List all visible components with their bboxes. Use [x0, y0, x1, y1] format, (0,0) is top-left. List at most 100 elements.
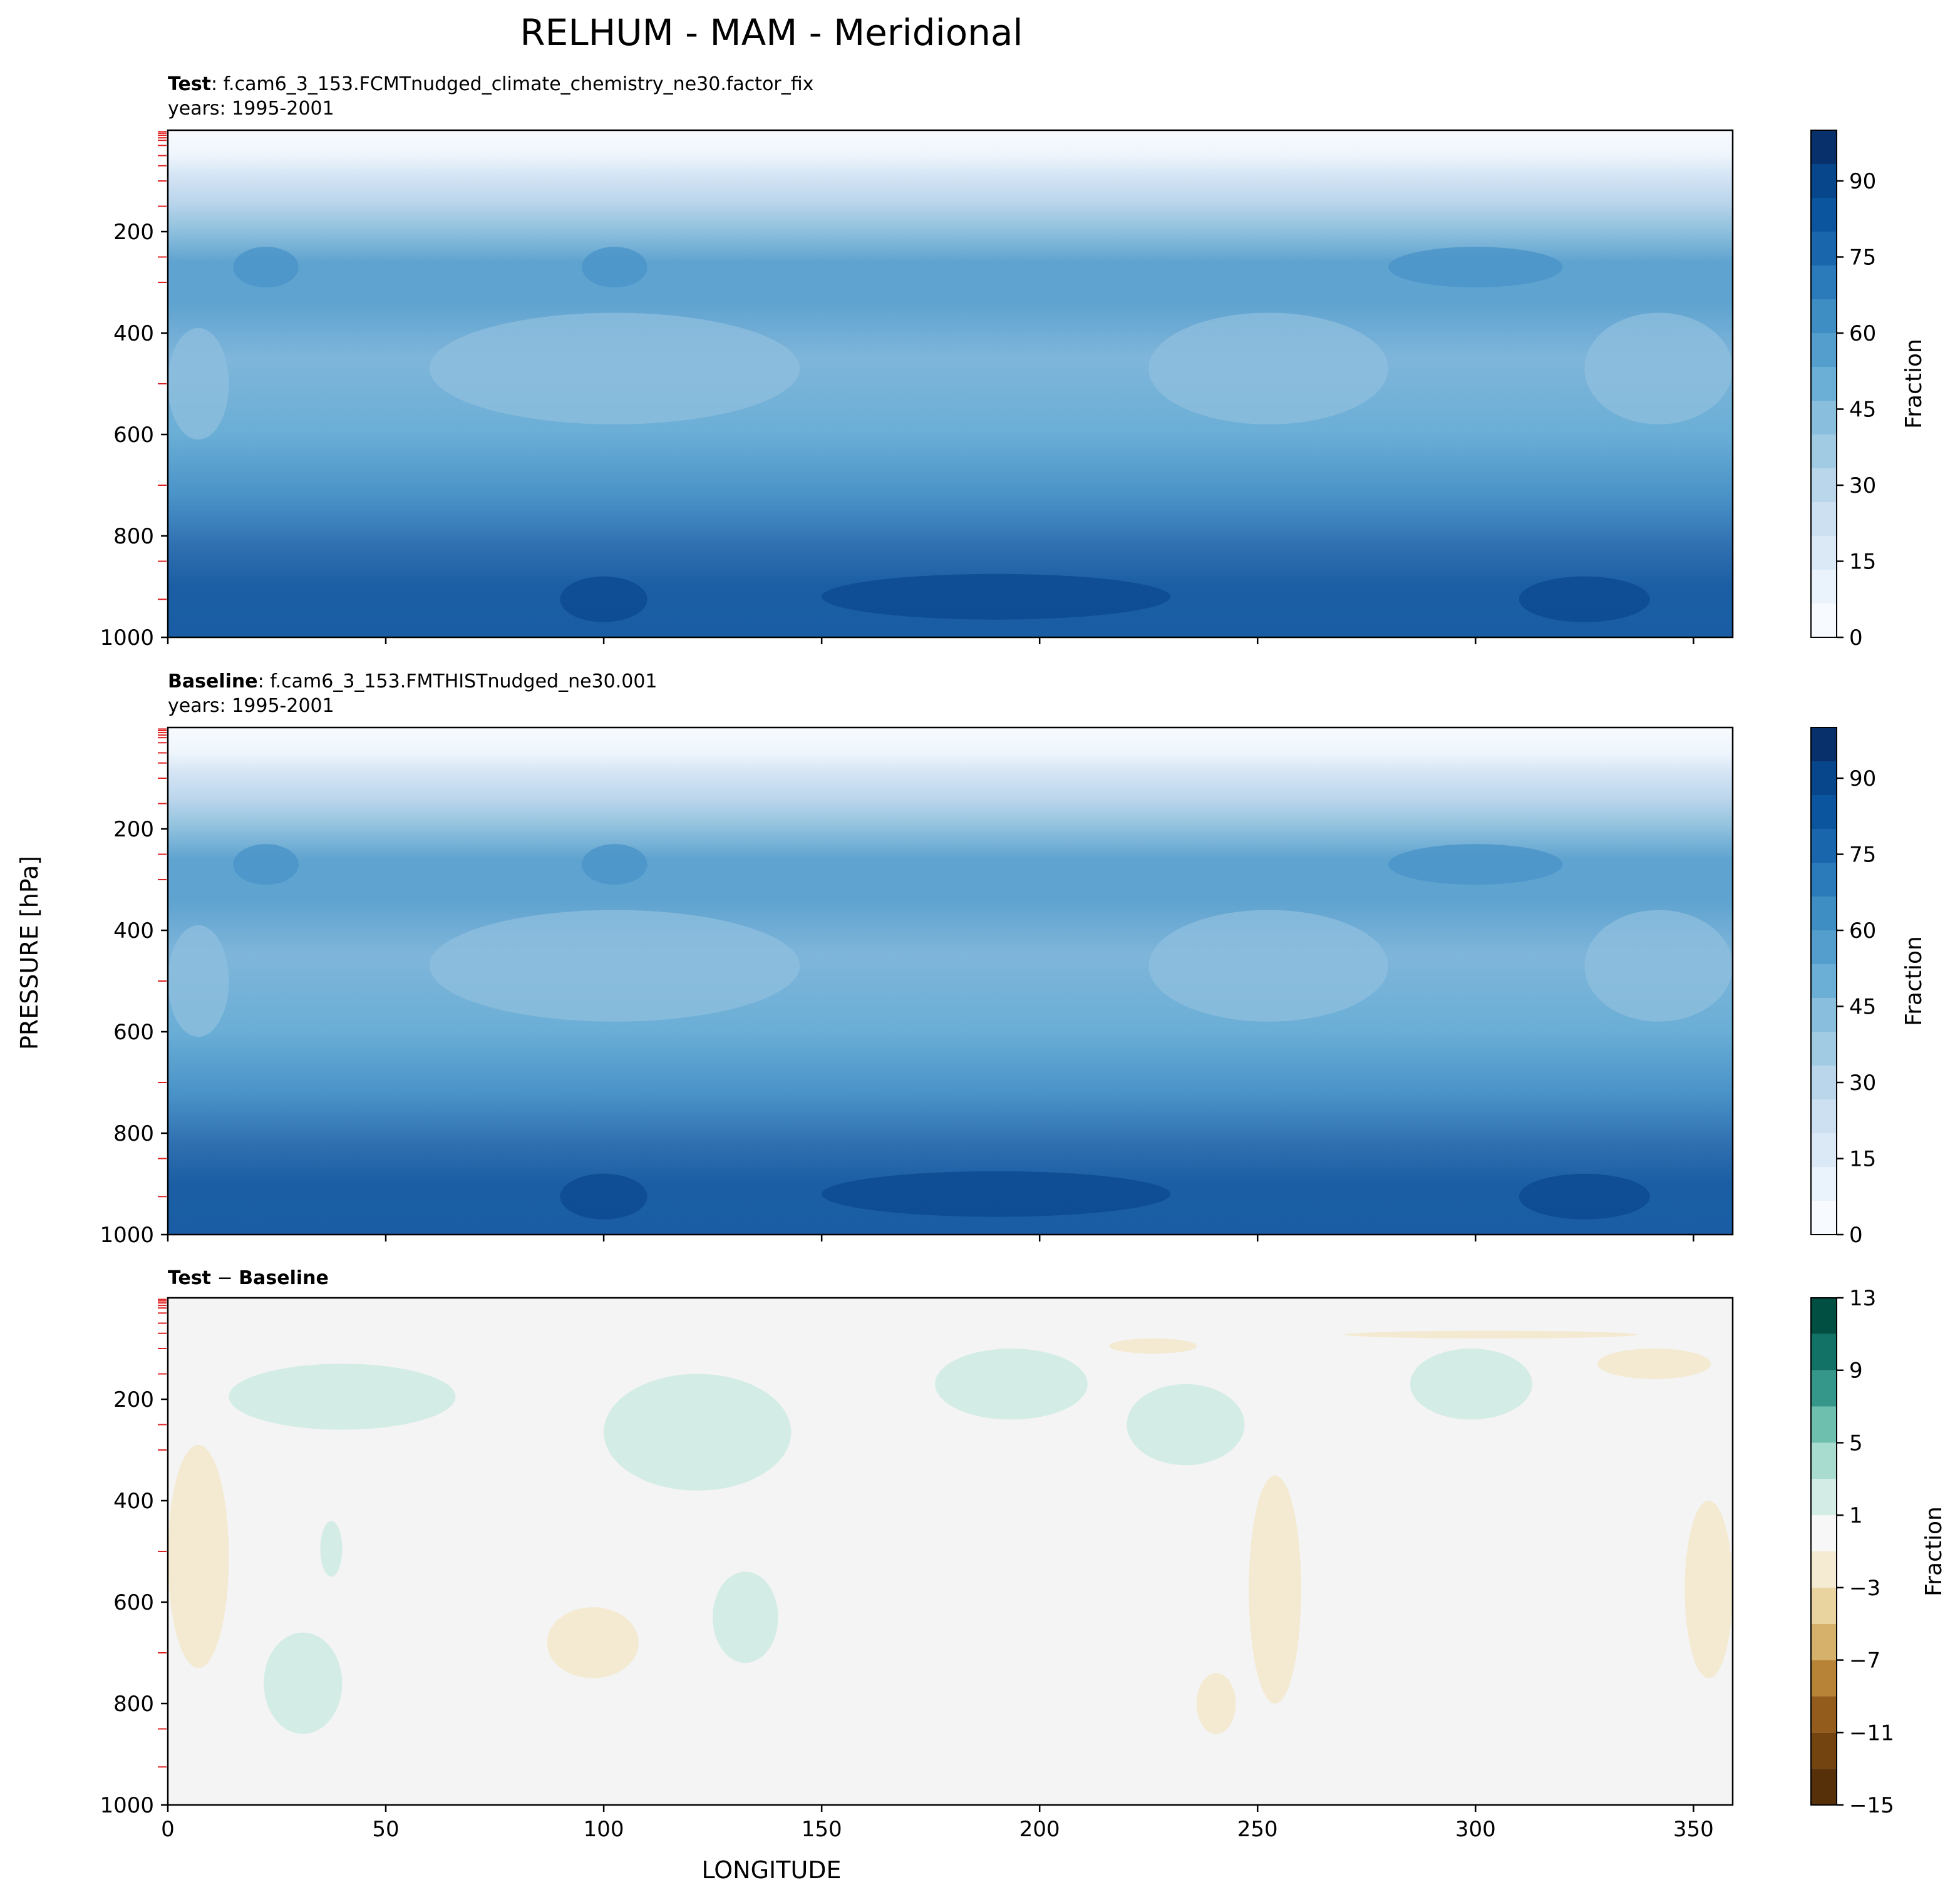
- colorbar-band: [1811, 1370, 1837, 1407]
- colorbar-difference: 13 9 5 1 −3 −7 −11 −15 Fraction: [1810, 1286, 1947, 1818]
- y-tick-label: 800: [113, 1692, 154, 1717]
- positive-difference-patch: [320, 1521, 343, 1577]
- contour-region-light: [429, 910, 800, 1022]
- panel-label-case: Baseline: [168, 671, 258, 692]
- colorbar-band: [1811, 829, 1837, 863]
- x-tick-label: 50: [372, 1817, 399, 1842]
- y-axis-label: PRESSURE [hPa]: [16, 856, 43, 1050]
- colorbar-tick-label: 45: [1849, 995, 1876, 1020]
- colorbar-tick-label: 1: [1849, 1503, 1863, 1528]
- contour-region-light: [1148, 312, 1389, 424]
- colorbar-band: [1811, 998, 1837, 1032]
- contour-region-mid: [582, 844, 647, 885]
- y-tick-label: 400: [113, 1489, 154, 1514]
- colorbar-band: [1811, 299, 1837, 333]
- panel-label: Baseline: f.cam6_3_153.FMTHISTnudged_ne3…: [168, 671, 658, 692]
- colorbar-tick-label: 75: [1849, 245, 1876, 270]
- y-tick-label: 200: [113, 220, 154, 245]
- contour-region-dark: [1519, 1173, 1650, 1220]
- contour-region-light: [1584, 312, 1733, 424]
- positive-difference-patch: [1410, 1349, 1532, 1420]
- colorbar-band: [1811, 1201, 1837, 1235]
- colorbar-band: [1811, 232, 1837, 265]
- negative-difference-patch: [1344, 1330, 1637, 1339]
- y-tick-label: 400: [113, 321, 154, 346]
- negative-difference-patch: [547, 1607, 639, 1678]
- colorbar-tick-label: 60: [1849, 321, 1876, 346]
- contour-region-dark: [560, 576, 647, 622]
- y-tick-label: 200: [113, 1387, 154, 1412]
- colorbar-band: [1811, 265, 1837, 299]
- colorbar-tick-label: 90: [1849, 766, 1876, 791]
- panel-label: Test − Baseline: [168, 1267, 329, 1289]
- colorbar-band: [1811, 1515, 1837, 1551]
- colorbar-band: [1811, 1660, 1837, 1697]
- negative-difference-patch: [1684, 1501, 1733, 1678]
- colorbar-band: [1811, 367, 1837, 401]
- contour-field: [168, 130, 1733, 637]
- panel-difference: Test − Baseline 0 50 100 150 200 250 300 350 200 4…: [100, 1267, 1947, 1842]
- panel-label-casename: : f.cam6_3_153.FCMTnudged_climate_chemis…: [211, 73, 813, 95]
- contour-region-light: [1148, 910, 1389, 1022]
- colorbar-tick-label: 15: [1849, 1147, 1876, 1172]
- colorbar-band: [1811, 434, 1837, 468]
- colorbar-tick-label: 15: [1849, 550, 1876, 575]
- colorbar-band: [1811, 1298, 1837, 1334]
- colorbar-band: [1811, 401, 1837, 434]
- colorbar-tick-label: 13: [1849, 1286, 1876, 1311]
- panel-test: Test: f.cam6_3_153.FCMTnudged_climate_ch…: [100, 73, 1927, 650]
- negative-difference-patch: [1249, 1475, 1301, 1704]
- colorbar-band: [1811, 604, 1837, 637]
- colorbar-tick-label: 60: [1849, 918, 1876, 943]
- axes-frame: [167, 726, 1734, 1236]
- y-tick-label: 800: [113, 1121, 154, 1146]
- contour-region-dark: [1519, 576, 1650, 622]
- panel-label: Test: f.cam6_3_153.FCMTnudged_climate_ch…: [168, 73, 813, 95]
- y-tick-label: 600: [113, 1020, 154, 1045]
- y-tick-label: 800: [113, 524, 154, 549]
- colorbar-band: [1811, 1442, 1837, 1479]
- colorbar-tick-label: 0: [1849, 1223, 1863, 1248]
- colorbar-tick-label: 9: [1849, 1359, 1863, 1384]
- panel-label-casename: : f.cam6_3_153.FMTHISTnudged_ne30.001: [258, 671, 658, 692]
- panel-label-baseline: Baseline: [239, 1267, 329, 1289]
- colorbar-band: [1811, 727, 1837, 761]
- positive-difference-patch: [229, 1364, 456, 1430]
- colorbar-label: Fraction: [1901, 936, 1927, 1026]
- y-tick-label: 600: [113, 423, 154, 448]
- x-axis-label: LONGITUDE: [701, 1856, 841, 1884]
- negative-difference-patch: [1196, 1673, 1236, 1734]
- positive-difference-patch: [713, 1571, 778, 1663]
- y-tick-label: 600: [113, 1590, 154, 1615]
- colorbar-band: [1811, 1406, 1837, 1443]
- contour-region-mid: [233, 844, 299, 885]
- panel-years: years: 1995-2001: [168, 695, 334, 717]
- x-tick-label: 350: [1673, 1817, 1714, 1842]
- x-tick-label: 0: [161, 1817, 175, 1842]
- colorbar-band: [1811, 130, 1837, 164]
- axes-frame: [167, 129, 1734, 639]
- colorbar-frame: [1810, 1297, 1837, 1806]
- contour-region-light: [429, 312, 800, 424]
- colorbar-band: [1811, 964, 1837, 998]
- contour-region-light: [168, 925, 229, 1037]
- panel-label-test: Test: [168, 1267, 211, 1289]
- panel-baseline: Baseline: f.cam6_3_153.FMTHISTnudged_ne3…: [100, 671, 1927, 1248]
- contour-region-mid: [233, 247, 299, 288]
- colorbar-band: [1811, 761, 1837, 795]
- colorbar-baseline: 0 15 30 45 60 75 90 Fraction: [1810, 727, 1927, 1248]
- colorbar-band: [1811, 333, 1837, 367]
- contour-region-light: [1584, 910, 1733, 1022]
- colorbar-band: [1811, 1099, 1837, 1133]
- colorbar-band: [1811, 1479, 1837, 1516]
- colorbar-band: [1811, 897, 1837, 930]
- y-tick-label: 200: [113, 817, 154, 842]
- contour-region-mid: [1388, 247, 1563, 288]
- colorbar-band: [1811, 536, 1837, 570]
- colorbar-tick-label: 30: [1849, 473, 1876, 498]
- colorbar-tick-label: −11: [1849, 1720, 1894, 1745]
- colorbar-tick-label: 5: [1849, 1431, 1863, 1456]
- positive-difference-patch: [264, 1632, 343, 1734]
- contour-region-dark: [822, 573, 1171, 620]
- contour-region-dark: [560, 1173, 647, 1220]
